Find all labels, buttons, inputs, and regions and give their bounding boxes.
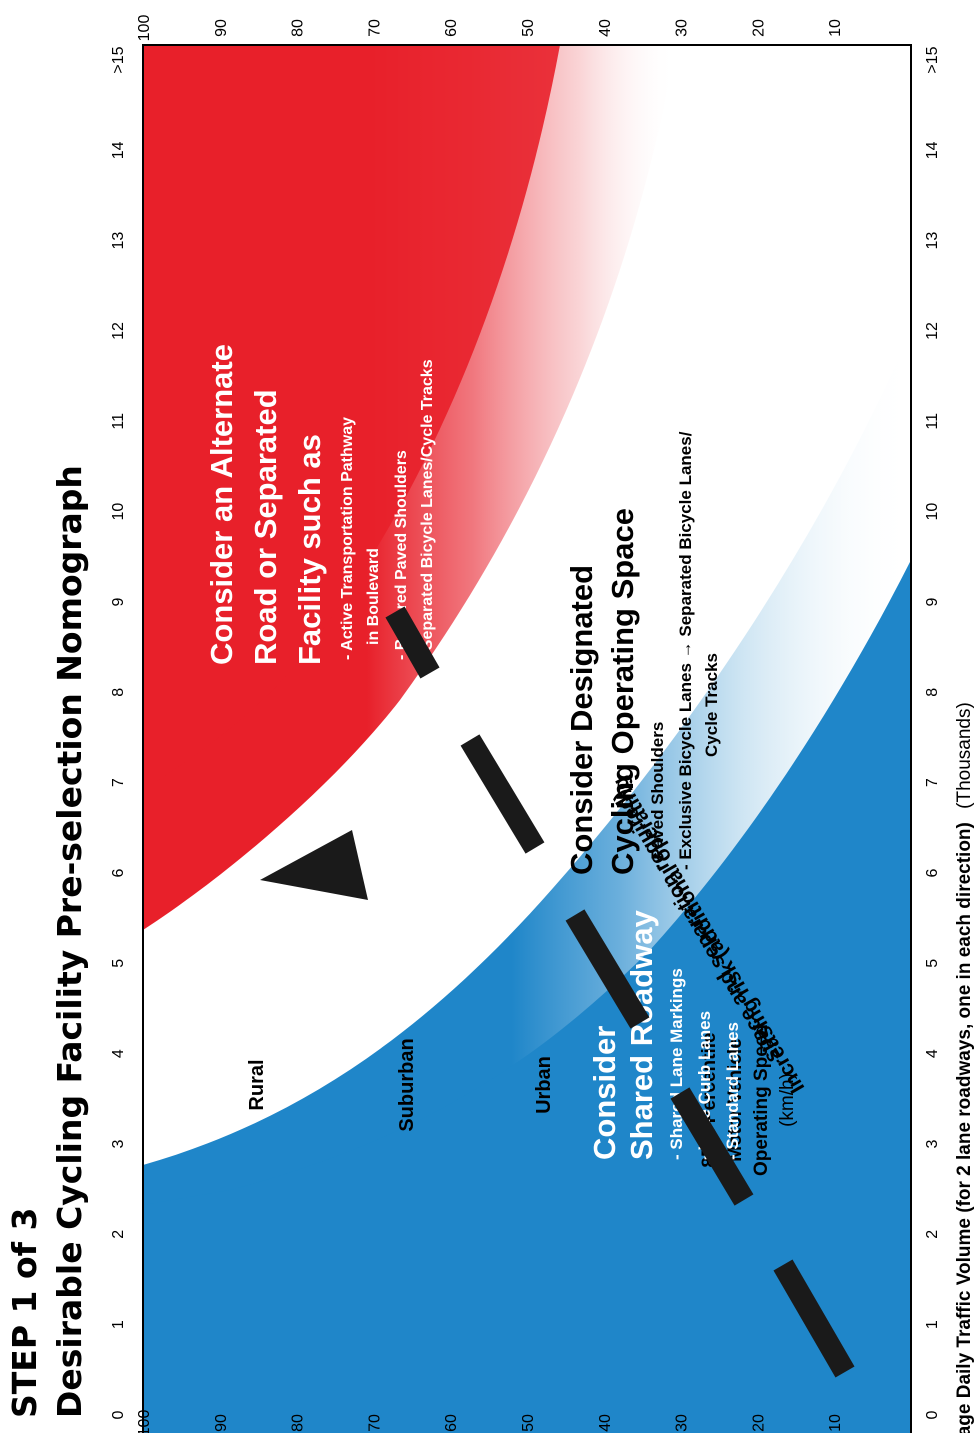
x-tick-label: 5 [110, 959, 127, 968]
y-tick-label: 10 [827, 1414, 844, 1432]
x-tick-label: 1 [110, 1320, 127, 1329]
y-tick-label: 30 [674, 1414, 691, 1432]
x-tick-label-right: 3 [924, 1139, 941, 1148]
speed-unit-label: (km/h) [777, 1073, 798, 1127]
separated-zone-item: - Buffered Paved Shoulders [393, 450, 410, 660]
separated-zone-items: - Active Transportation Pathway in Boulev… [339, 359, 436, 660]
y-tick-label: 70 [366, 1414, 383, 1432]
designated-zone-title-2: Cycling Operating Space [605, 508, 640, 875]
x-tick-label: 2 [110, 1230, 127, 1239]
separated-zone-item: in Boulevard [365, 548, 382, 645]
x-tick-label-right: 6 [924, 868, 941, 877]
x-tick-label-right: 2 [924, 1230, 941, 1239]
x-tick-label: 4 [110, 1049, 127, 1058]
x-tick-label: 3 [110, 1139, 127, 1148]
shared-zone-item: - Standard Lanes [723, 1022, 742, 1160]
step-label: STEP 1 of 3 [5, 1208, 44, 1418]
x-tick-label-right: 9 [924, 597, 941, 606]
y-tick-label: 20 [750, 1414, 767, 1432]
x-tick-label-right: >15 [924, 46, 941, 73]
y-tick-label-right: 40 [597, 19, 614, 37]
shared-zone-title-2: Shared Roadway [624, 909, 659, 1160]
separated-zone-title-2: Road or Separated [248, 389, 283, 665]
page-title: Desirable Cycling Facility Pre-selection… [50, 465, 89, 1418]
x-tick-label-right: 14 [924, 141, 941, 159]
designated-zone-title-1: Consider Designated [564, 565, 599, 875]
x-tick-label: 13 [110, 232, 127, 250]
designated-zone-item: - Paved Shoulders [648, 722, 667, 870]
shared-zone-item: - Shared Lane Markings [667, 968, 686, 1160]
arrow-head [260, 830, 368, 900]
y-tick-label-right: 20 [750, 19, 767, 37]
x-axis-title-bold: Average Daily Traffic Volume (for 2 lane… [954, 822, 975, 1433]
rural-label: Rural [246, 1059, 268, 1110]
x-axis-title-unit: (Thousands) [954, 702, 975, 809]
y-axis-ticks-right: 100 90 80 70 60 50 40 30 20 10 [136, 15, 844, 42]
x-tick-label-right: 8 [924, 688, 941, 697]
separated-zone-item: - Separated Bicycle Lanes/Cycle Tracks [419, 359, 436, 660]
speed-label-line3: Operating Speed [751, 1024, 772, 1176]
x-tick-label-right: 13 [924, 232, 941, 250]
designated-zone-item: Cycle Tracks [702, 653, 721, 757]
x-tick-label-right: 4 [924, 1049, 941, 1058]
y-tick-label: 100 [136, 1410, 153, 1433]
y-tick-label: 50 [520, 1414, 537, 1432]
speed-label-line2: Motor Vehicle [725, 1038, 746, 1162]
y-tick-label-right: 30 [674, 19, 691, 37]
separated-zone-title-3: Facility such as [292, 434, 327, 665]
separated-zone-title-1: Consider an Alternate [204, 344, 239, 665]
y-tick-label: 40 [597, 1414, 614, 1432]
x-axis-title: Average Daily Traffic Volume (for 2 lane… [954, 702, 975, 1433]
x-tick-label: >15 [110, 46, 127, 73]
y-tick-label-right: 90 [213, 19, 230, 37]
y-tick-label: 90 [213, 1414, 230, 1432]
y-tick-label-right: 60 [443, 19, 460, 37]
y-tick-label-right: 10 [827, 19, 844, 37]
y-tick-label: 60 [443, 1414, 460, 1432]
y-axis-ticks-left: 100 90 80 70 60 50 40 30 20 10 [136, 1410, 844, 1433]
y-tick-label-right: 50 [520, 19, 537, 37]
x-tick-label: 9 [110, 597, 127, 606]
x-tick-label: 0 [110, 1410, 127, 1419]
x-tick-label-right: 1 [924, 1320, 941, 1329]
y-tick-label-right: 70 [366, 19, 383, 37]
y-tick-label-right: 100 [136, 15, 153, 42]
x-tick-label: 7 [110, 778, 127, 787]
x-tick-label-right: 11 [924, 413, 941, 430]
x-tick-label-right: 7 [924, 778, 941, 787]
y-tick-label: 80 [290, 1414, 307, 1432]
x-tick-label-right: 10 [924, 503, 941, 521]
x-tick-label-right: 12 [924, 322, 941, 340]
x-tick-label: 12 [110, 322, 127, 340]
x-tick-label: 11 [110, 413, 127, 430]
plot-frame [142, 44, 912, 1433]
y-tick-label-right: 80 [290, 19, 307, 37]
designated-zone-items: - Paved Shoulders - Exclusive Bicycle Lan… [648, 431, 721, 870]
x-tick-label: 14 [110, 141, 127, 159]
x-tick-label-right: 5 [924, 959, 941, 968]
risk-arrow [260, 606, 855, 1378]
urban-label: Urban [533, 1056, 555, 1114]
designated-zone-item: - Exclusive Bicycle Lanes → Separated Bi… [676, 431, 695, 870]
x-tick-label-right: 0 [924, 1410, 941, 1419]
separated-zone-item: - Active Transportation Pathway [339, 417, 356, 660]
x-tick-label: 10 [110, 503, 127, 521]
x-tick-label: 6 [110, 868, 127, 877]
x-tick-label: 8 [110, 688, 127, 697]
shared-zone-title-1: Consider [587, 1026, 622, 1160]
suburban-label: Suburban [396, 1038, 418, 1131]
